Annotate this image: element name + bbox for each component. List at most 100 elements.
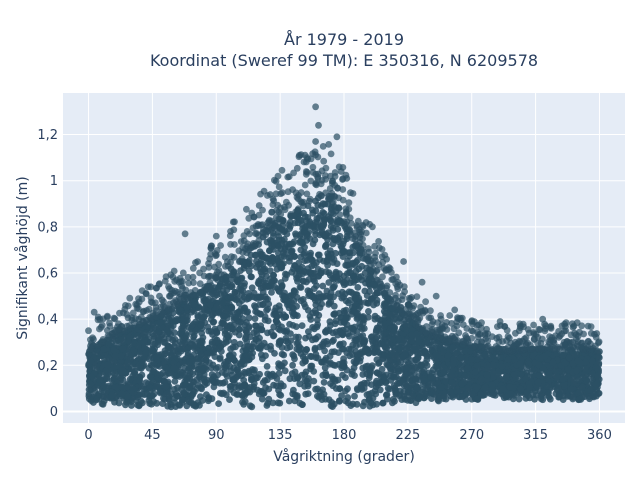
data-point (322, 364, 329, 371)
data-point (507, 384, 514, 391)
data-point (584, 378, 591, 385)
data-point (161, 378, 168, 385)
data-point (187, 341, 194, 348)
data-point (267, 343, 274, 350)
data-point (310, 274, 317, 281)
data-point (271, 332, 278, 339)
data-point (165, 283, 172, 290)
data-point (334, 273, 341, 280)
data-point (200, 368, 207, 375)
data-point (257, 191, 264, 198)
data-point (336, 361, 343, 368)
data-point (291, 356, 298, 363)
data-point (365, 397, 372, 404)
data-point (92, 389, 99, 396)
data-point (482, 384, 489, 391)
data-point (157, 388, 164, 395)
data-point (123, 399, 130, 406)
data-point (87, 343, 94, 350)
data-point (369, 337, 376, 344)
data-point (566, 354, 573, 361)
data-point (220, 307, 227, 314)
data-point (511, 371, 518, 378)
data-point (302, 335, 309, 342)
data-point (189, 391, 196, 398)
data-point (87, 381, 94, 388)
data-point (279, 351, 286, 358)
data-point (508, 390, 515, 397)
data-point (296, 347, 303, 354)
data-point (198, 351, 205, 358)
data-point (310, 164, 317, 171)
data-point (274, 313, 281, 320)
data-point (351, 393, 358, 400)
data-point (299, 322, 306, 329)
data-point (135, 363, 142, 370)
data-point (307, 316, 314, 323)
data-point (120, 368, 127, 375)
data-point (490, 369, 497, 376)
data-point (230, 226, 237, 233)
data-point (335, 349, 342, 356)
data-point (215, 400, 222, 407)
data-point (169, 337, 176, 344)
data-point (289, 309, 296, 316)
data-point (586, 395, 593, 402)
data-point (262, 352, 269, 359)
data-point (277, 392, 284, 399)
data-point (421, 377, 428, 384)
data-point (244, 296, 251, 303)
data-point (373, 378, 380, 385)
data-point (470, 328, 477, 335)
data-point (573, 352, 580, 359)
data-point (234, 309, 241, 316)
data-point (160, 355, 167, 362)
data-point (191, 352, 198, 359)
data-point (172, 378, 179, 385)
data-point (426, 331, 433, 338)
data-point (296, 381, 303, 388)
data-point (140, 309, 147, 316)
data-point (427, 315, 434, 322)
data-point (148, 362, 155, 369)
data-point (156, 363, 163, 370)
data-point (305, 383, 312, 390)
data-point (122, 302, 129, 309)
data-point (185, 280, 192, 287)
data-point (223, 339, 230, 346)
data-point (120, 384, 127, 391)
data-point (217, 291, 224, 298)
data-point (238, 362, 245, 369)
data-point (165, 344, 172, 351)
data-point (243, 333, 250, 340)
data-point (474, 384, 481, 391)
data-point (336, 310, 343, 317)
data-point (316, 252, 323, 259)
data-point (216, 345, 223, 352)
data-point (248, 403, 255, 410)
data-point (143, 349, 150, 356)
data-point (248, 376, 255, 383)
data-point (87, 358, 94, 365)
data-point (275, 250, 282, 257)
data-point (271, 350, 278, 357)
data-point (530, 322, 537, 329)
data-point (209, 371, 216, 378)
data-point (126, 334, 133, 341)
data-point (327, 318, 334, 325)
data-point (291, 262, 298, 269)
data-point (137, 378, 144, 385)
data-point (135, 343, 142, 350)
data-point (124, 311, 131, 318)
data-point (331, 283, 338, 290)
data-point (593, 393, 600, 400)
data-point (314, 324, 321, 331)
data-point (117, 337, 124, 344)
data-point (236, 258, 243, 265)
data-point (279, 226, 286, 233)
data-point (446, 312, 453, 319)
data-point (270, 277, 277, 284)
data-point (352, 295, 359, 302)
data-point (285, 188, 292, 195)
data-point (526, 384, 533, 391)
